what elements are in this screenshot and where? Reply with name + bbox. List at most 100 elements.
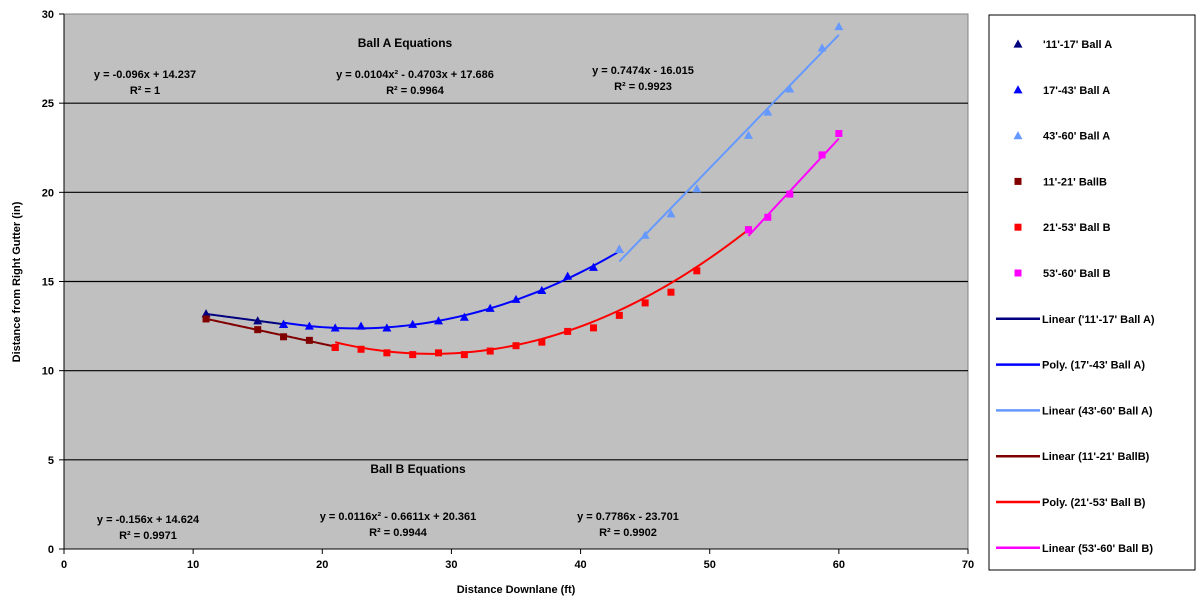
data-point bbox=[763, 107, 773, 116]
data-point bbox=[357, 345, 365, 353]
ball-b-r2-3: R² = 0.9902 bbox=[599, 527, 657, 539]
data-point bbox=[486, 347, 494, 355]
ball-a-equations: Ball A Equations y = -0.096x + 14.237 R²… bbox=[94, 36, 694, 97]
legend-label: Poly. (21'-53' Ball B) bbox=[1042, 497, 1146, 509]
ball-b-r2-1: R² = 0.9971 bbox=[119, 530, 177, 542]
x-tick-label: 70 bbox=[962, 559, 974, 571]
data-point bbox=[537, 285, 547, 295]
legend-label: 11'-21' BallB bbox=[1043, 176, 1107, 188]
legend-label: Linear (11'-21' BallB) bbox=[1042, 451, 1150, 463]
legend-label: 43'-60' Ball A bbox=[1043, 131, 1110, 143]
data-point bbox=[434, 316, 444, 325]
data-point bbox=[382, 323, 392, 332]
data-point bbox=[588, 262, 598, 271]
data-point bbox=[460, 351, 468, 359]
data-point bbox=[693, 267, 701, 275]
y-tick-label: 5 bbox=[48, 455, 54, 467]
data-point bbox=[201, 309, 211, 318]
y-axis-title: Distance from Right Gutter (in) bbox=[11, 201, 23, 362]
gridlines bbox=[64, 102, 968, 461]
data-point bbox=[667, 288, 675, 296]
data-point bbox=[511, 294, 521, 303]
ball-b-eq1: y = -0.156x + 14.624 bbox=[97, 514, 200, 526]
legend-label: 21'-53' Ball B bbox=[1043, 222, 1111, 234]
y-tick-label: 15 bbox=[42, 277, 54, 289]
data-point bbox=[589, 324, 597, 332]
data-point bbox=[356, 321, 366, 330]
data-point bbox=[330, 323, 340, 332]
data-point bbox=[744, 226, 752, 234]
data-point bbox=[538, 338, 546, 346]
legend-swatch bbox=[1013, 39, 1023, 48]
ball-b-eq2: y = 0.0116x² - 0.6611x + 20.361 bbox=[320, 511, 477, 523]
x-tick-label: 10 bbox=[187, 559, 199, 571]
data-point bbox=[817, 43, 827, 52]
data-point bbox=[785, 84, 795, 93]
trendline bbox=[205, 317, 336, 348]
data-point bbox=[485, 303, 495, 312]
x-tick-label: 20 bbox=[316, 559, 328, 571]
ball-a-eq3: y = 0.7474x - 16.015 bbox=[592, 65, 694, 77]
x-tick-label: 0 bbox=[61, 559, 67, 571]
data-point bbox=[834, 21, 844, 31]
ball-a-r2-2: R² = 0.9964 bbox=[386, 85, 445, 97]
data-point bbox=[459, 312, 469, 321]
trendline bbox=[283, 250, 620, 330]
x-axis-title: Distance Downlane (ft) bbox=[457, 584, 576, 596]
data-point bbox=[280, 333, 288, 341]
ball-b-r2-2: R² = 0.9944 bbox=[369, 527, 428, 539]
legend-label: Linear ('11'-17' Ball A) bbox=[1042, 314, 1155, 326]
legend-label: 53'-60' Ball B bbox=[1043, 268, 1111, 280]
legend-swatch bbox=[1013, 85, 1023, 94]
y-tick-label: 25 bbox=[42, 98, 54, 110]
y-tick-label: 10 bbox=[42, 366, 54, 378]
ball-a-r2-3: R² = 0.9923 bbox=[614, 81, 672, 93]
data-point bbox=[786, 190, 794, 198]
data-point bbox=[640, 230, 650, 239]
y-axis-ticks: 0 5 10 15 20 25 30 bbox=[42, 9, 64, 556]
data-point bbox=[383, 349, 391, 357]
data-point bbox=[564, 327, 572, 335]
ball-b-equations: Ball B Equations y = -0.156x + 14.624 R²… bbox=[97, 462, 679, 542]
x-tick-label: 50 bbox=[704, 559, 716, 571]
data-points bbox=[201, 21, 844, 359]
data-point bbox=[279, 319, 289, 328]
data-point bbox=[692, 184, 702, 193]
trendline bbox=[618, 34, 840, 263]
ball-a-r2-1: R² = 1 bbox=[130, 85, 160, 97]
x-tick-label: 30 bbox=[445, 559, 457, 571]
legend-label: '11'-17' Ball A bbox=[1043, 39, 1112, 51]
legend-label: Linear (43'-60' Ball A) bbox=[1042, 405, 1153, 417]
data-point bbox=[818, 151, 826, 159]
data-point bbox=[615, 311, 623, 319]
data-point bbox=[641, 299, 649, 307]
data-point bbox=[253, 316, 263, 325]
data-point bbox=[743, 130, 753, 139]
ball-a-eq1: y = -0.096x + 14.237 bbox=[94, 69, 196, 81]
data-point bbox=[435, 349, 443, 357]
data-point bbox=[202, 315, 210, 323]
ball-a-header: Ball A Equations bbox=[358, 36, 453, 50]
ball-b-header: Ball B Equations bbox=[370, 462, 466, 476]
data-point bbox=[304, 321, 314, 330]
ball-a-eq2: y = 0.0104x² - 0.4703x + 17.686 bbox=[336, 69, 494, 81]
legend-box bbox=[988, 14, 1196, 571]
legend-swatch bbox=[1013, 131, 1023, 140]
data-point bbox=[835, 129, 843, 137]
data-point bbox=[254, 326, 262, 334]
legend-swatch bbox=[1014, 269, 1022, 277]
x-axis-ticks: 0 10 20 30 40 50 60 70 bbox=[61, 549, 974, 571]
data-point bbox=[305, 336, 313, 344]
data-point bbox=[666, 209, 676, 218]
legend: '11'-17' Ball A 17'-43' Ball A 43'-60' Bal… bbox=[996, 39, 1155, 555]
trendline bbox=[205, 312, 284, 326]
data-point bbox=[614, 244, 624, 253]
data-point bbox=[331, 343, 339, 351]
data-point bbox=[409, 351, 417, 359]
data-point bbox=[408, 319, 418, 328]
legend-label: 17'-43' Ball A bbox=[1043, 85, 1110, 97]
x-tick-label: 60 bbox=[833, 559, 845, 571]
legend-swatch bbox=[1014, 177, 1022, 185]
y-tick-label: 0 bbox=[48, 544, 54, 556]
